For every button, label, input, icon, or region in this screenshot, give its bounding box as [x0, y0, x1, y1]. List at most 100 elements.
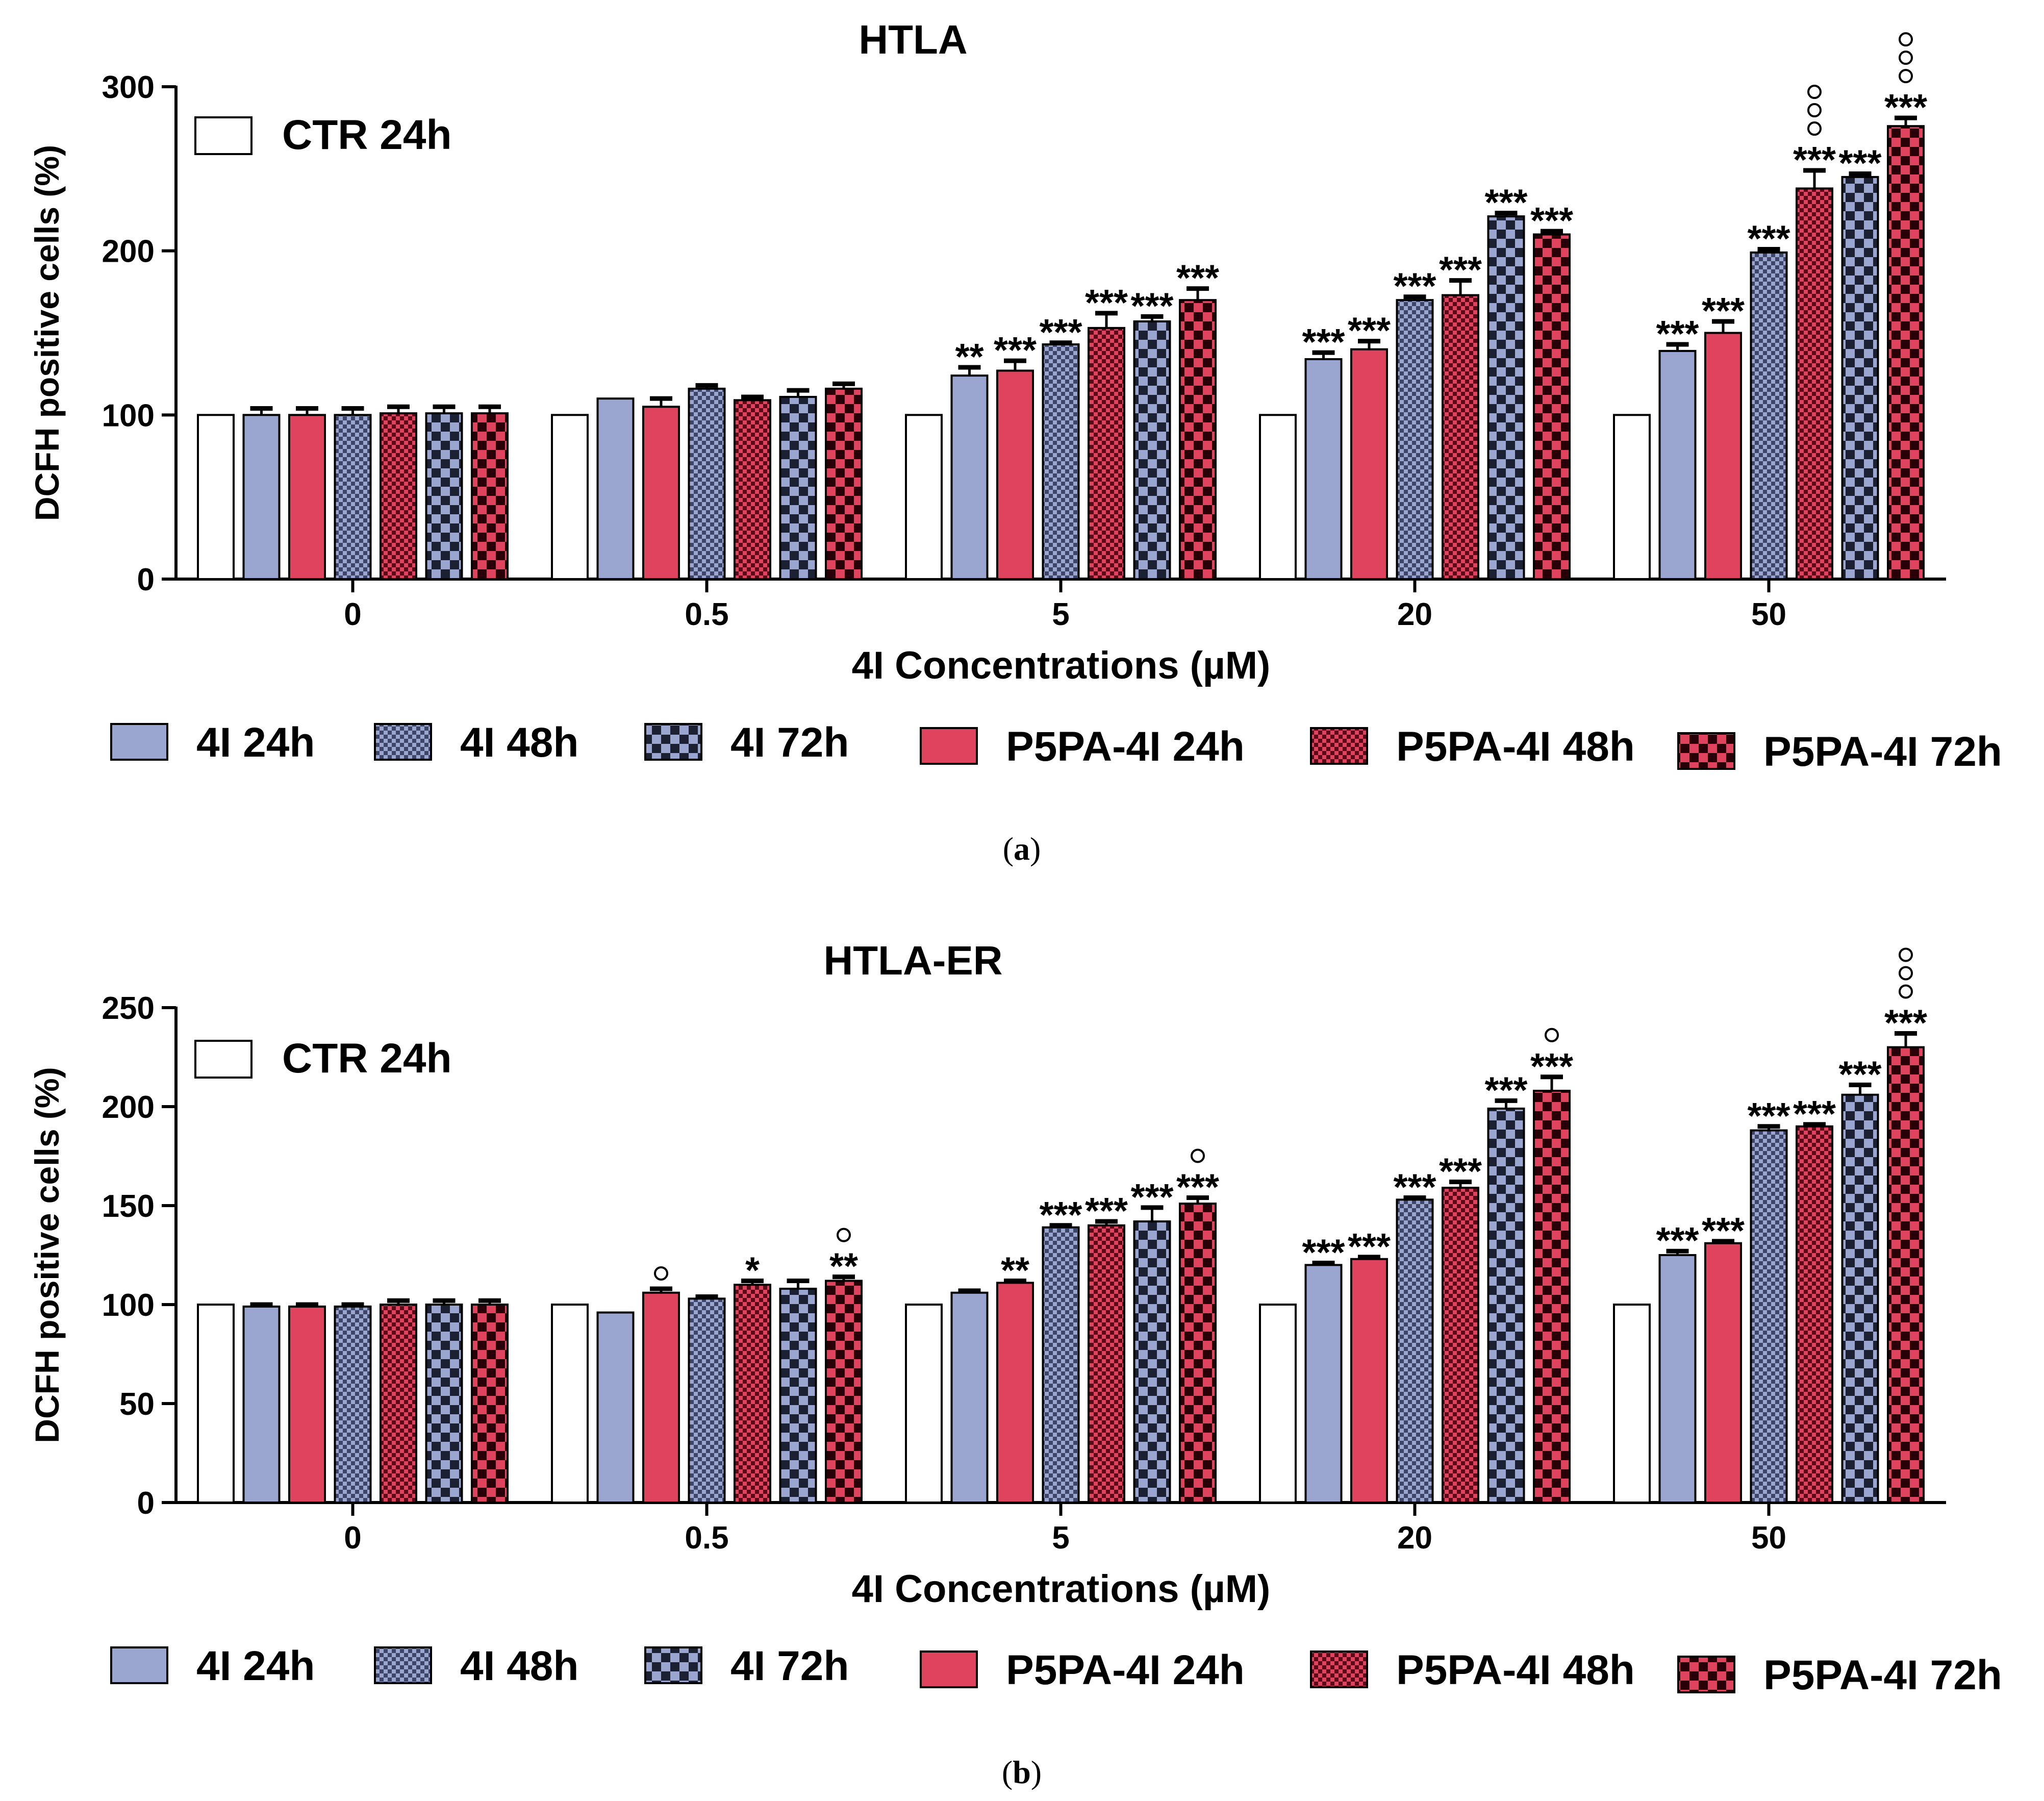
panel-b-bar-4i-72h-0-5	[779, 1287, 817, 1504]
panel-a-sig-p5pa-4i-48h-20: ***	[1439, 250, 1482, 291]
panel-a-bar-4i-48h-20	[1396, 299, 1434, 580]
panel-b-y-tick-label-200: 200	[102, 1090, 155, 1125]
panel-b-bar-ctr-24h-50	[1613, 1304, 1651, 1504]
panel-b-legend-label-4i-24h: 4I 24h	[196, 1643, 315, 1689]
panel-a-legend-label-p5pa-4i-72h: P5PA-4I 72h	[1763, 729, 2002, 775]
panel-b-y-tick-label-100: 100	[102, 1288, 155, 1323]
panel-b-bar-4i-24h-5	[950, 1291, 989, 1504]
panel-b-title: HTLA-ER	[823, 938, 1002, 983]
panel-b-bar-ctr-24h-0-5	[551, 1304, 589, 1504]
panel-b-x-tick-label-50: 50	[1751, 1520, 1786, 1556]
panel-b-bar-p5pa-4i-24h-20	[1350, 1258, 1388, 1504]
panel-a-legend-swatch-ctr-24h	[194, 116, 253, 155]
panel-b-bar-4i-48h-0-5	[688, 1297, 726, 1504]
panel-b-legend-swatch-p5pa-4i-24h	[920, 1650, 978, 1688]
panel-a-bar-p5pa-4i-72h-0	[471, 412, 509, 580]
panel-a-legend-swatch-4i-48h	[374, 723, 432, 761]
panel-a-bar-4i-48h-0-5	[688, 387, 726, 580]
panel-b-bar-ctr-24h-5	[905, 1304, 943, 1504]
panel-a-y-tick-label-200: 200	[102, 234, 155, 269]
panel-b-y-tick-label-50: 50	[119, 1387, 155, 1422]
panel-a-sig-4i-48h-50: ***	[1747, 218, 1790, 259]
panel-b-sig2-p5pa-4i-24h-0-5-1	[654, 1266, 668, 1281]
panel-a-sig-p5pa-4i-72h-20: ***	[1530, 201, 1573, 241]
panel-a-sig-4i-24h-5: **	[955, 337, 983, 378]
panel-a-sig2-p5pa-4i-72h-50-2	[1899, 51, 1913, 65]
panel-b-bar-p5pa-4i-48h-20	[1442, 1187, 1479, 1504]
panel-a-legend-swatch-p5pa-4i-72h	[1677, 732, 1735, 770]
panel-a-bar-4i-48h-0	[334, 414, 372, 580]
panel-b-bar-p5pa-4i-48h-0	[380, 1304, 417, 1504]
panel-b-legend-label-p5pa-4i-48h: P5PA-4I 48h	[1396, 1647, 1635, 1693]
panel-b-x-tick-label-0: 0	[344, 1520, 361, 1556]
panel-b-legend-label-p5pa-4i-72h: P5PA-4I 72h	[1763, 1652, 2002, 1698]
panel-a-bar-4i-24h-0	[242, 414, 281, 580]
panel-b-sig-4i-48h-5: ***	[1039, 1195, 1082, 1236]
panel-a-legend-label-4i-48h: 4I 48h	[460, 719, 578, 766]
panel-a-sig-4i-48h-5: ***	[1039, 312, 1082, 353]
panel-a-bar-p5pa-4i-48h-0	[380, 412, 417, 580]
panel-b-sig2-p5pa-4i-72h-50-1	[1899, 984, 1913, 999]
panel-a-x-label: 4I Concentrations (µM)	[852, 644, 1271, 687]
panel-b-sig-p5pa-4i-24h-20: ***	[1348, 1227, 1391, 1267]
panel-a-legend-swatch-p5pa-4i-48h	[1310, 727, 1368, 765]
panel-a-bar-p5pa-4i-72h-20	[1533, 233, 1571, 580]
panel-a-bar-4i-72h-5	[1133, 320, 1171, 580]
panel-a-bar-ctr-24h-20	[1259, 414, 1297, 580]
panel-a-sig-p5pa-4i-72h-5: ***	[1176, 258, 1219, 299]
panel-a-bar-4i-48h-5	[1042, 343, 1080, 580]
panel-b-legend-label-p5pa-4i-24h: P5PA-4I 24h	[1006, 1647, 1245, 1693]
panel-a-y-tick-label-300: 300	[102, 70, 155, 105]
panel-b-sig2-p5pa-4i-72h-50-3	[1899, 947, 1913, 962]
panel-a-legend-label-p5pa-4i-24h: P5PA-4I 24h	[1006, 723, 1245, 770]
panel-a-bar-p5pa-4i-24h-20	[1350, 348, 1388, 581]
panel-a-title: HTLA	[859, 17, 967, 62]
panel-a-bar-p5pa-4i-24h-0-5	[642, 406, 680, 580]
panel-b-sig-4i-24h-50: ***	[1656, 1220, 1699, 1261]
panel-a-x-tick-label-0: 0	[344, 597, 361, 632]
panel-b-bar-4i-24h-50	[1658, 1254, 1697, 1504]
panel-a-bar-4i-24h-0-5	[596, 397, 635, 581]
panel-b-sig-4i-72h-50: ***	[1838, 1054, 1881, 1095]
panel-a-bar-4i-72h-50	[1841, 176, 1879, 580]
panel-b-sig-p5pa-4i-48h-20: ***	[1439, 1151, 1482, 1192]
panel-a-legend-label-4i-24h: 4I 24h	[196, 719, 315, 766]
panel-b-bar-4i-24h-0	[242, 1305, 281, 1504]
panel-b-bar-4i-72h-0	[425, 1304, 463, 1504]
panel-b-x-tick-label-5: 5	[1052, 1520, 1069, 1556]
panel-b-sig-p5pa-4i-48h-0-5: *	[745, 1250, 760, 1291]
panel-a-x-tick-label-5: 5	[1052, 597, 1069, 632]
panel-b-sig-p5pa-4i-24h-50: ***	[1702, 1211, 1745, 1252]
panel-a-legend-swatch-4i-24h	[110, 723, 168, 761]
panel-b-bar-ctr-24h-0	[197, 1304, 235, 1504]
panel-b-sig-p5pa-4i-48h-5: ***	[1085, 1191, 1128, 1232]
panel-b-legend-label-4i-72h: 4I 72h	[730, 1643, 849, 1689]
panel-a-bar-ctr-24h-50	[1613, 414, 1651, 580]
panel-a-sig2-p5pa-4i-48h-50-1	[1807, 121, 1822, 136]
panel-b-bar-p5pa-4i-24h-0	[288, 1305, 326, 1504]
panel-b-bar-p5pa-4i-72h-20	[1533, 1089, 1571, 1504]
panel-a-y-label: DCFH positive cells (%)	[28, 145, 66, 521]
panel-a-sig2-p5pa-4i-48h-50-3	[1807, 85, 1822, 99]
panel-a-bar-ctr-24h-5	[905, 414, 943, 580]
panel-b-sig2-p5pa-4i-72h-50-2	[1899, 966, 1913, 981]
panel-a-bar-4i-72h-0-5	[779, 395, 817, 580]
panel-a-legend-swatch-4i-72h	[644, 723, 702, 761]
panel-a-bar-p5pa-4i-72h-5	[1179, 299, 1217, 580]
panel-a-sig-4i-48h-20: ***	[1393, 266, 1436, 307]
panel-b-bar-4i-48h-50	[1750, 1129, 1788, 1504]
panel-a-x-tick-label-0-5: 0.5	[685, 597, 728, 632]
panel-b-legend-swatch-p5pa-4i-72h	[1677, 1656, 1735, 1693]
panel-b-bar-p5pa-4i-72h-0-5	[825, 1280, 863, 1504]
panel-b-legend-swatch-4i-72h	[644, 1646, 702, 1684]
panel-b-bar-p5pa-4i-24h-50	[1704, 1242, 1742, 1504]
panel-b-bar-4i-24h-0-5	[596, 1311, 635, 1504]
panel-b-sig2-p5pa-4i-72h-5-1	[1191, 1148, 1205, 1163]
panel-b-x-tick-label-20: 20	[1397, 1520, 1432, 1556]
panel-b-bar-4i-72h-20	[1487, 1107, 1525, 1504]
panel-a-bar-p5pa-4i-72h-0-5	[825, 387, 863, 580]
panel-a-caption: (a)	[1003, 831, 1041, 867]
